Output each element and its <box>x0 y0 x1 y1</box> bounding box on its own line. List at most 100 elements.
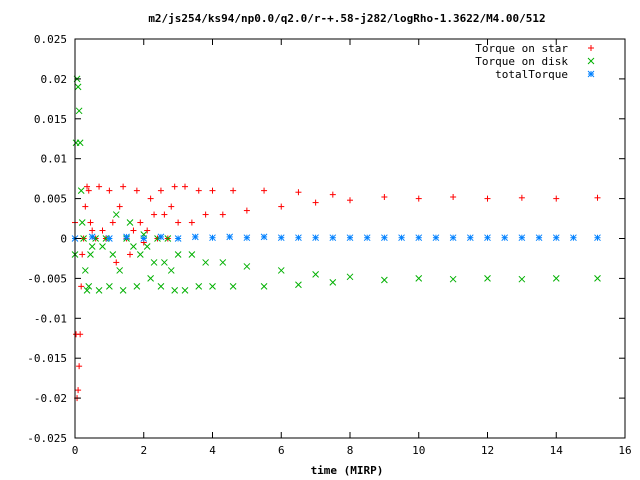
data-point <box>415 234 423 242</box>
data-point <box>229 283 237 290</box>
data-point <box>552 234 560 242</box>
data-point <box>123 233 130 241</box>
data-point <box>82 203 89 210</box>
data-point <box>329 234 337 242</box>
data-point <box>381 194 388 201</box>
data-point <box>109 251 117 258</box>
data-point <box>130 243 137 250</box>
data-point <box>188 251 196 258</box>
legend-label: Torque on disk <box>475 55 568 68</box>
data-point <box>518 275 526 283</box>
data-point <box>136 251 144 258</box>
x-tick-label: 12 <box>481 444 494 457</box>
data-point <box>277 267 285 274</box>
data-point <box>87 219 94 226</box>
data-point <box>181 287 189 294</box>
data-point <box>144 227 151 234</box>
data-point <box>209 187 216 194</box>
data-point <box>587 70 595 78</box>
data-point <box>143 243 151 250</box>
data-point <box>75 107 83 115</box>
data-point <box>277 234 285 242</box>
y-tick-label: -0.02 <box>34 392 67 405</box>
data-point <box>594 234 601 242</box>
data-point <box>219 259 227 266</box>
y-tick-label: 0.025 <box>34 33 67 46</box>
data-point <box>594 194 601 201</box>
data-point <box>161 259 168 266</box>
data-point <box>243 263 251 270</box>
data-point <box>109 219 116 226</box>
data-point <box>75 387 82 394</box>
data-point <box>77 331 84 338</box>
data-point <box>518 194 525 201</box>
data-point <box>96 183 103 190</box>
data-point <box>81 267 89 274</box>
data-point <box>79 251 86 258</box>
data-point <box>588 45 594 51</box>
data-point <box>127 251 133 258</box>
data-point <box>295 189 302 196</box>
data-point <box>147 275 154 282</box>
data-point <box>191 233 199 241</box>
data-point <box>133 187 140 194</box>
chart-title: m2/js254/ks94/np0.0/q2.0/r-+.58-j282/log… <box>148 12 545 25</box>
data-point <box>95 287 103 294</box>
data-point <box>209 234 216 242</box>
data-point <box>161 211 168 218</box>
x-axis-label: time (MIRP) <box>311 464 384 477</box>
data-point <box>415 275 423 282</box>
data-point <box>171 287 179 294</box>
x-tick-label: 6 <box>278 444 285 457</box>
x-tick-label: 4 <box>209 444 216 457</box>
data-point <box>312 199 319 206</box>
data-point <box>74 83 82 91</box>
data-point <box>553 195 560 202</box>
data-point <box>175 219 182 226</box>
data-point <box>363 234 371 242</box>
data-point <box>112 211 120 218</box>
data-point <box>106 187 113 194</box>
data-point <box>195 187 202 194</box>
data-point <box>167 267 175 274</box>
y-tick-label: -0.015 <box>27 352 67 365</box>
data-point <box>484 275 491 282</box>
data-point <box>171 183 178 190</box>
data-point <box>113 259 120 266</box>
y-tick-label: 0.01 <box>41 153 68 166</box>
data-point <box>312 234 319 242</box>
data-point <box>76 139 84 147</box>
x-tick-label: 8 <box>347 444 354 457</box>
data-point <box>230 187 237 194</box>
series-torque-on-disk <box>71 75 601 294</box>
data-point <box>209 283 216 290</box>
data-point <box>147 195 154 202</box>
data-point <box>398 234 405 242</box>
data-point <box>80 235 87 242</box>
data-point <box>88 233 96 241</box>
y-tick-label: 0.005 <box>34 193 67 206</box>
data-point <box>518 234 526 242</box>
data-point <box>77 187 85 194</box>
data-point <box>78 219 86 226</box>
data-point <box>133 283 141 290</box>
data-point <box>157 283 165 290</box>
data-point <box>261 187 268 194</box>
data-point <box>76 363 83 370</box>
data-point <box>106 235 113 242</box>
data-point <box>116 267 124 274</box>
data-point <box>295 281 302 289</box>
data-point <box>106 283 113 290</box>
data-point <box>164 235 172 242</box>
data-point <box>484 195 491 202</box>
data-point <box>219 211 226 218</box>
data-layer <box>71 75 601 402</box>
data-point <box>150 259 158 266</box>
data-point <box>587 57 595 65</box>
data-point <box>87 251 94 258</box>
ticks-layer: 0 2 4 6 8 10 12 14 16 -0.025 -0.02 -0.015 -0.01 -0.00… <box>27 33 631 457</box>
data-point <box>243 207 250 214</box>
